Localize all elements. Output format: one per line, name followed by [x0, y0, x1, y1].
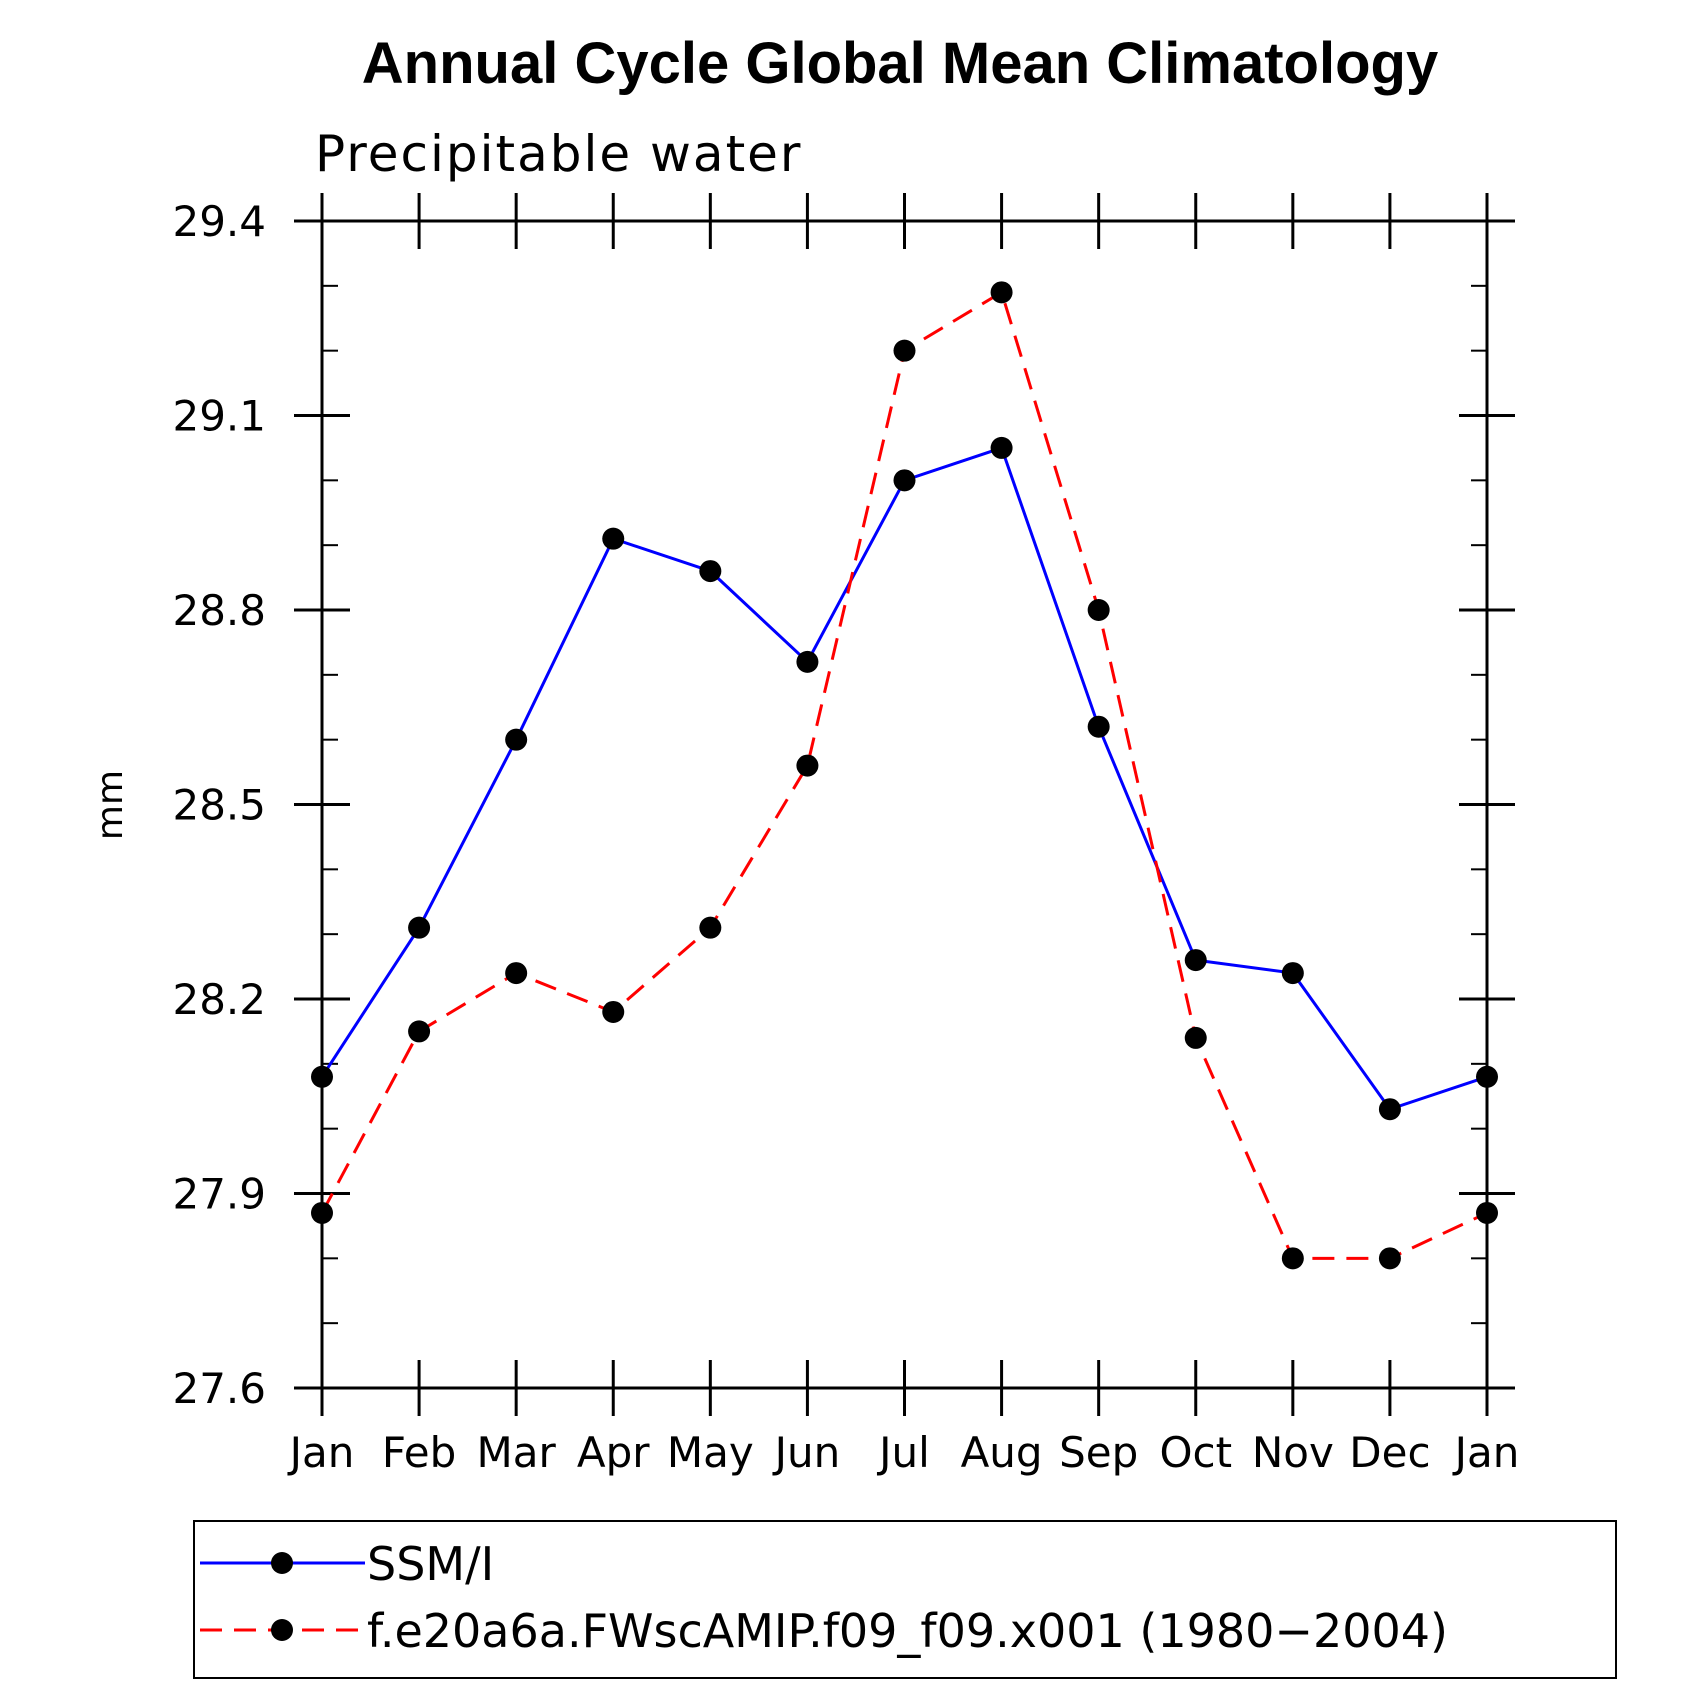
data-point: [1378, 1247, 1401, 1270]
series-group: [311, 281, 1498, 1270]
chart-title: Annual Cycle Global Mean Climatology: [362, 31, 1438, 96]
data-point: [1087, 715, 1110, 738]
data-point: [602, 1000, 625, 1023]
legend-box: [193, 1520, 1617, 1679]
data-point: [990, 436, 1013, 459]
y-tick-label: 29.4: [172, 197, 266, 246]
data-point: [408, 916, 431, 939]
data-point: [505, 962, 528, 985]
data-point: [311, 1201, 333, 1224]
x-tick-label: Oct: [1159, 1428, 1232, 1477]
x-tick-label: May: [667, 1428, 754, 1477]
x-tick-label: Jun: [772, 1428, 841, 1477]
data-point: [1476, 1065, 1498, 1088]
data-point: [1184, 1026, 1207, 1049]
data-point: [1281, 1247, 1304, 1270]
series-line-0: [320, 446, 1488, 1111]
y-tick-label: 27.9: [172, 1170, 266, 1219]
data-point: [1476, 1201, 1498, 1224]
chart-subtitle: Precipitable water: [315, 125, 803, 183]
legend-items: SSM/I f.e20a6a.FWscAMIP.f09_f09.x001 (198…: [200, 1537, 1448, 1658]
x-tick-label: Mar: [477, 1428, 557, 1477]
legend-marker: [271, 1552, 293, 1574]
y-tick-label: 28.2: [172, 975, 266, 1024]
plot-frame: [320, 219, 1489, 1390]
data-point: [893, 339, 916, 362]
legend: SSM/I f.e20a6a.FWscAMIP.f09_f09.x001 (198…: [193, 1520, 1617, 1679]
data-point: [1184, 949, 1207, 972]
tick-labels: Jan Feb Mar Apr May Jun Jul Aug Sep Oct Nov Dec Jan 2…: [172, 197, 1519, 1477]
x-tick-label: Apr: [577, 1428, 650, 1477]
x-tick-label: Aug: [961, 1428, 1043, 1477]
data-point: [990, 281, 1013, 304]
y-tick-label: 29.1: [172, 392, 266, 441]
data-point: [796, 650, 819, 673]
x-tick-label: Jul: [876, 1428, 930, 1477]
x-tick-label: Jan: [287, 1428, 355, 1477]
legend-label: f.e20a6a.FWscAMIP.f09_f09.x001 (1980−200…: [367, 1604, 1448, 1658]
y-tick-label: 28.5: [172, 781, 266, 830]
y-tick-label: 28.8: [172, 586, 266, 635]
data-point: [1087, 599, 1110, 621]
data-point: [602, 527, 625, 550]
x-tick-label: Sep: [1059, 1428, 1138, 1477]
legend-label: SSM/I: [367, 1537, 494, 1591]
x-tick-label: Jan: [1452, 1428, 1520, 1477]
data-point: [1378, 1098, 1401, 1121]
data-point: [311, 1065, 333, 1088]
legend-marker: [271, 1619, 293, 1641]
data-point: [408, 1020, 431, 1043]
data-point: [893, 469, 916, 492]
y-tick-label: 27.6: [172, 1364, 266, 1413]
data-point: [505, 728, 528, 751]
x-tick-label: Nov: [1252, 1428, 1334, 1477]
data-point: [796, 754, 819, 777]
data-point: [1281, 962, 1304, 985]
data-point: [699, 916, 722, 939]
x-tick-label: Dec: [1349, 1428, 1430, 1477]
y-axis-label: mm: [90, 770, 131, 840]
axis-ticks: [294, 193, 1515, 1416]
data-point: [699, 560, 722, 583]
x-tick-label: Feb: [382, 1428, 456, 1477]
